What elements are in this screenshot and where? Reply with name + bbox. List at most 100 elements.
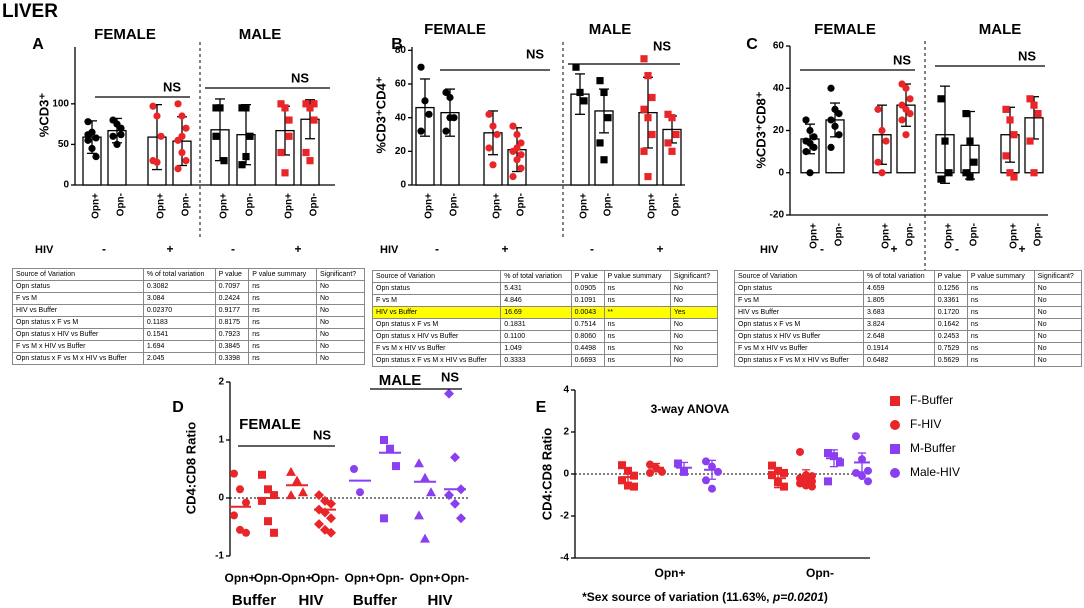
data-point [646,468,654,477]
table-cell: 0.7514 [570,318,605,331]
data-point [236,485,244,494]
table-cell: ns [248,316,317,329]
data-point [1026,137,1034,145]
data-point [824,477,832,486]
table-cell: 0.5629 [933,354,968,367]
y-tick-label: 1 [218,435,224,446]
y-tick-label: 0 [218,493,224,504]
y-axis-label: %CD3⁺ [36,93,51,138]
anova-table: Source of Variation% of total variation P… [734,270,1083,367]
data-point [212,104,220,112]
y-tick-label: 80 [395,45,407,56]
table-cell: ns [248,292,317,305]
table-cell: 4.659 [863,282,935,295]
hiv-level: + [1018,242,1025,256]
data-point [258,496,266,505]
table-row: Opn status 0.3082 0.7097 ns No [12,280,366,293]
data-point [421,97,429,105]
table-cell: 0.1831 [500,318,572,331]
data-point [672,130,680,139]
group-label: FEMALE [814,21,876,38]
group-label: MALE [239,26,282,43]
data-point [84,136,92,144]
data-point [596,77,604,85]
data-point [310,116,318,124]
y-tick-label: 0 [563,469,569,480]
data-point [852,432,860,441]
x-tick-label: Opn+ [284,193,295,219]
data-point [945,169,953,177]
data-point [178,112,186,120]
table-cell: ns [603,294,671,307]
table-cell: 4.846 [500,294,572,307]
data-point [630,482,638,491]
data-point [113,140,121,149]
data-point [1002,152,1010,160]
annotation: MALE [379,372,422,389]
data-point [350,465,358,473]
table-cell: 1.805 [863,294,935,307]
group-label: MALE [979,21,1022,38]
y-tick-label: 100 [52,98,69,109]
table-cell: 0.1091 [570,294,605,307]
data-point [326,513,336,524]
table-cell: 0.8175 [214,316,250,329]
data-point [264,485,272,494]
x-tick-label: Opn+ [944,223,955,249]
hiv-level: - [102,242,106,256]
table-cell: No [315,340,366,353]
data-point [281,104,289,112]
data-point [270,491,278,500]
data-point [485,110,493,118]
table-cell: ns [966,306,1035,319]
data-point [630,471,638,480]
table-row: F vs M 1.805 0.3361 ns No [734,294,1083,307]
data-point [796,447,804,456]
hiv-level: - [435,242,439,256]
data-point [810,133,818,141]
data-point [306,157,314,165]
table-cell: No [669,282,719,295]
table-cell: 3.824 [863,318,935,331]
table-cell: 0.1720 [933,306,968,319]
data-point [442,88,450,97]
x-tick-label: Opn+ [156,193,167,219]
data-point [420,472,430,482]
data-point [796,479,804,488]
table-row: HIV vs Buffer 16.69 0.0043 ** Yes [371,306,719,319]
table-cell: 0.6482 [863,354,935,367]
data-point [84,118,92,126]
data-point [153,112,161,120]
x-tick-label: Opn- [254,571,282,585]
annotation: NS [441,369,459,384]
table-cell: No [315,352,366,365]
table-row: HIV vs Buffer 0.02370 0.9177 ns No [12,304,366,317]
data-point [88,144,96,153]
data-point [937,95,945,103]
data-point [178,132,186,140]
data-point [157,132,165,140]
table-cell: 0.8060 [570,330,605,343]
table-cell: ns [248,328,317,341]
data-point [517,151,525,159]
table-cell: 0.3845 [214,340,250,353]
chart-title: 3-way ANOVA [651,402,730,416]
table-cell: HIV vs Buffer [371,306,502,319]
table-cell: HIV vs Buffer [12,304,144,317]
data-point [640,105,648,113]
table-cell: No [1033,318,1083,331]
data-point [640,147,648,155]
data-point [513,144,521,152]
group-label: FEMALE [424,21,486,38]
table-cell: F vs M [12,292,144,305]
y-tick-label: 2 [563,427,569,438]
data-point [509,172,517,181]
data-point [1010,173,1018,181]
table-cell: ns [966,354,1035,367]
data-point [600,156,608,164]
group-label: Buffer [232,592,276,608]
data-point [174,100,182,108]
y-tick-label: 0 [400,180,406,191]
annotation: FEMALE [239,416,301,433]
